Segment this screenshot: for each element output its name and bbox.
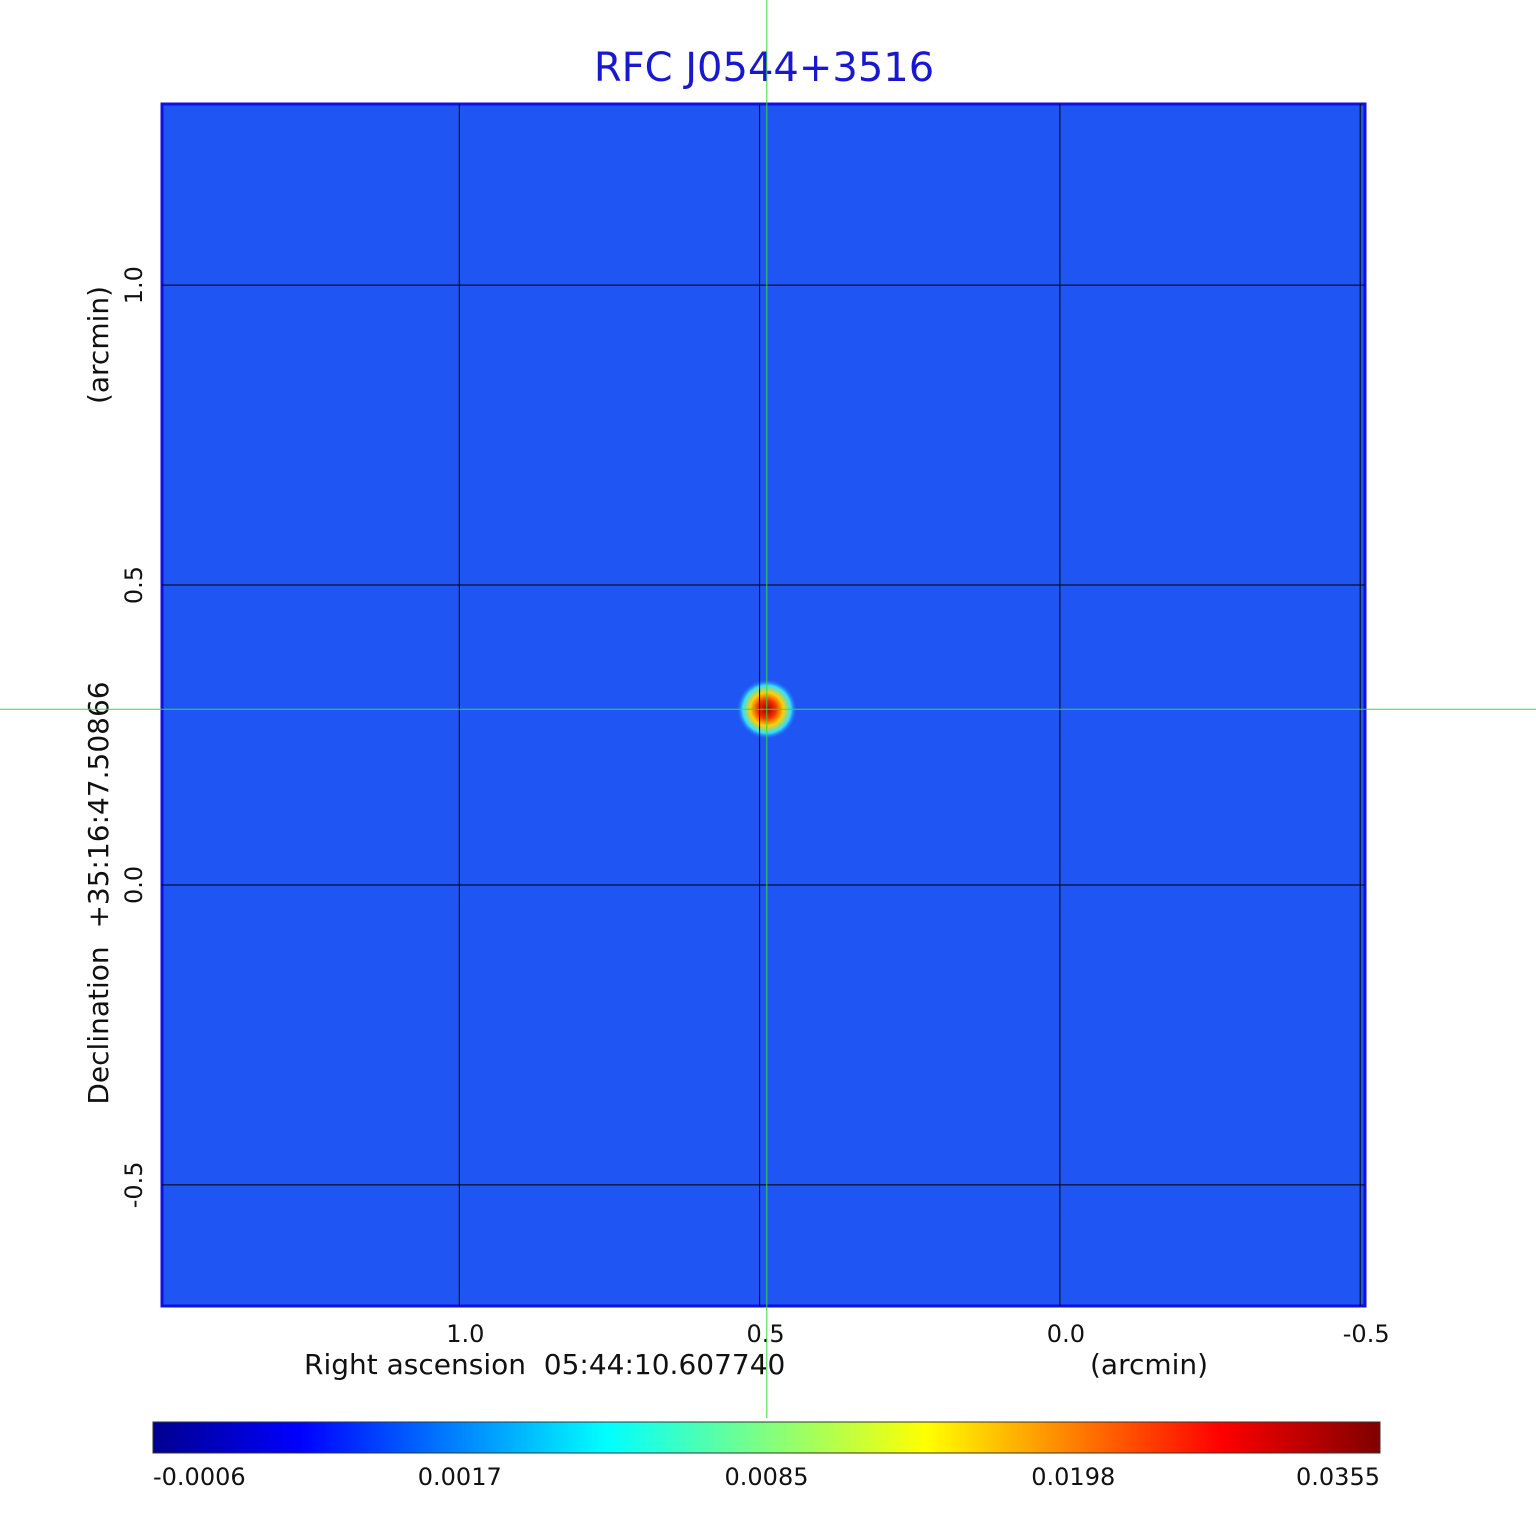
colorbar [152, 1421, 1381, 1454]
y-tick-label: 1.0 [120, 266, 148, 304]
y-tick-label: 0.0 [120, 866, 148, 904]
colorbar-tick-label: 0.0198 [1031, 1463, 1115, 1491]
y-axis-unit: (arcmin) [82, 286, 115, 404]
y-axis-label: Declination +35:16:47.50866 [82, 681, 115, 1104]
x-tick-label: 1.0 [446, 1320, 484, 1348]
chart-title: RFC J0544+3516 [594, 45, 934, 91]
x-tick-label: -0.5 [1343, 1320, 1390, 1348]
x-axis-unit: (arcmin) [1090, 1348, 1208, 1381]
colorbar-tick-label: 0.0355 [1296, 1463, 1380, 1491]
x-tick-label: 0.5 [747, 1320, 785, 1348]
colorbar-tick-label: 0.0085 [725, 1463, 809, 1491]
y-tick-label: -0.5 [120, 1161, 148, 1208]
y-tick-label: 0.5 [120, 566, 148, 604]
x-axis-label: Right ascension 05:44:10.607740 [304, 1348, 785, 1381]
colorbar-tick-label: -0.0006 [153, 1463, 246, 1491]
colorbar-tick-label: 0.0017 [418, 1463, 502, 1491]
x-tick-label: 0.0 [1047, 1320, 1085, 1348]
